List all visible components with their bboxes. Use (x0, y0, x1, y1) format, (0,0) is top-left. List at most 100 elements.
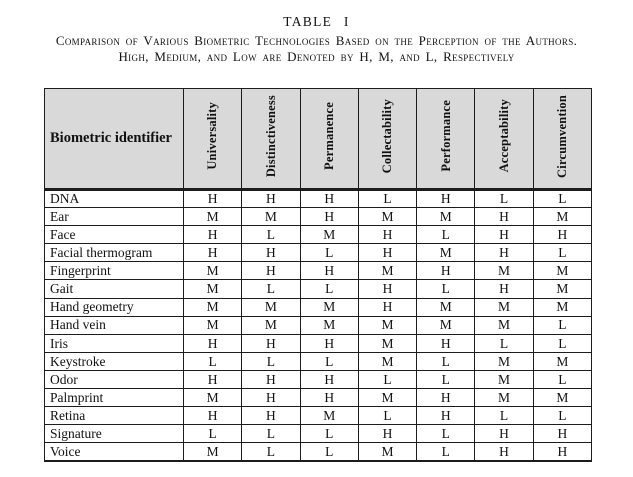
table-cell: L (299, 442, 359, 462)
column-header-label: Universality (205, 102, 220, 170)
table-cell: M (241, 297, 301, 317)
table-row: Voice M L L M L H H (44, 442, 593, 462)
row-label: Fingerprint (44, 261, 184, 281)
table-cell: H (182, 225, 243, 245)
table-cell: H (357, 243, 418, 263)
table-cell: H (241, 261, 301, 281)
table-cell: M (532, 261, 593, 281)
table-cell: M (357, 261, 418, 281)
table-cell: M (474, 369, 534, 390)
table-cell: L (474, 406, 534, 426)
row-label: Keystroke (44, 351, 184, 371)
table-cell: L (299, 243, 359, 263)
table-title: TABLE I (283, 14, 350, 29)
table-row: Gait M L L H L H M (44, 279, 593, 299)
table-cell: H (241, 388, 301, 408)
table-cell: L (182, 424, 243, 444)
table-caption: TABLE I Comparison of Various Biometric … (0, 14, 633, 64)
table-cell: M (416, 315, 476, 335)
table-cell: L (241, 351, 301, 371)
header-row: Biometric identifier Universality Distinc… (44, 88, 593, 191)
table-cell: H (241, 369, 301, 390)
table-cell: M (474, 351, 534, 371)
table-cell: M (182, 442, 243, 462)
table-cell: M (182, 207, 243, 227)
column-header-label: Distinctiveness (263, 94, 278, 178)
table-cell: M (532, 388, 593, 408)
table-cell: H (299, 188, 359, 209)
row-label: Odor (44, 369, 184, 390)
table-cell: H (474, 225, 534, 245)
table-cell: M (357, 315, 418, 335)
table-row: Hand geometry M M M H M M M (44, 297, 593, 317)
table-cell: M (532, 207, 593, 227)
column-header-label: Acceptability (496, 99, 511, 173)
caption-line-1: Comparison of Various Biometric Technolo… (55, 33, 578, 48)
table-cell: M (182, 279, 243, 299)
row-label: Face (44, 225, 184, 245)
table-cell: L (416, 225, 476, 245)
table-cell: L (416, 279, 476, 299)
table-cell: H (416, 188, 476, 209)
table-cell: M (182, 297, 243, 317)
table-cell: L (357, 188, 418, 209)
table-row: Iris H H H M H L L (44, 333, 593, 353)
row-label: Hand geometry (44, 297, 184, 317)
table-cell: L (241, 424, 301, 444)
table-cell: L (532, 369, 593, 390)
table-cell: M (357, 351, 418, 371)
table-cell: M (474, 388, 534, 408)
table-cell: H (241, 243, 301, 263)
table-cell: L (241, 442, 301, 462)
column-header-acceptability: Acceptability (474, 88, 534, 191)
table-cell: M (299, 406, 359, 426)
table-cell: M (357, 442, 418, 462)
table-cell: H (474, 424, 534, 444)
table-cell: L (241, 279, 301, 299)
table-cell: L (241, 225, 301, 245)
row-label: Signature (44, 424, 184, 444)
table-cell: H (182, 406, 243, 426)
table-cell: L (416, 351, 476, 371)
biometric-comparison-table: Biometric identifier Universality Distinc… (44, 88, 593, 462)
table-cell: H (416, 406, 476, 426)
table-cell: L (416, 442, 476, 462)
column-header-label: Circumvention (555, 94, 570, 178)
table-cell: M (474, 315, 534, 335)
table-cell: M (474, 261, 534, 281)
row-label: Facial thermogram (44, 243, 184, 263)
table-row: Keystroke L L L M L M M (44, 351, 593, 371)
table-cell: H (474, 207, 534, 227)
table-cell: H (299, 388, 359, 408)
table-cell: M (532, 351, 593, 371)
table-cell: L (182, 351, 243, 371)
table-row: Face H L M H L H H (44, 225, 593, 245)
table-row: Hand vein M M M M M M L (44, 315, 593, 335)
column-header-performance: Performance (416, 88, 476, 191)
table-cell: H (357, 279, 418, 299)
table-cell: M (182, 261, 243, 281)
table-cell: H (357, 424, 418, 444)
table-cell: H (474, 279, 534, 299)
table-row: DNA H H H L H L L (44, 188, 593, 209)
table-cell: H (532, 442, 593, 462)
table-cell: L (532, 406, 593, 426)
table-row: Ear M M H M M H M (44, 207, 593, 227)
table-cell: H (532, 424, 593, 444)
table-cell: M (182, 388, 243, 408)
column-header-label: Performance (438, 100, 453, 172)
table-header: Biometric identifier Universality Distinc… (44, 88, 593, 191)
table-body: DNA H H H L H L L Ear M M H M M H M Face H L M H L H H Facial th… (44, 188, 593, 462)
table-row: Fingerprint M H H M H M M (44, 261, 593, 281)
row-label: Voice (44, 442, 184, 462)
column-header-distinctiveness: Distinctiveness (241, 88, 301, 191)
row-label: DNA (44, 188, 184, 209)
table-cell: L (532, 333, 593, 353)
table-cell: L (532, 315, 593, 335)
caption-line-2: High, Medium, and Low are Denoted by H, … (118, 48, 515, 64)
table-cell: L (474, 333, 534, 353)
row-label: Retina (44, 406, 184, 426)
column-header-permanence: Permanence (299, 88, 359, 191)
column-header-label: Collectability (380, 98, 395, 174)
